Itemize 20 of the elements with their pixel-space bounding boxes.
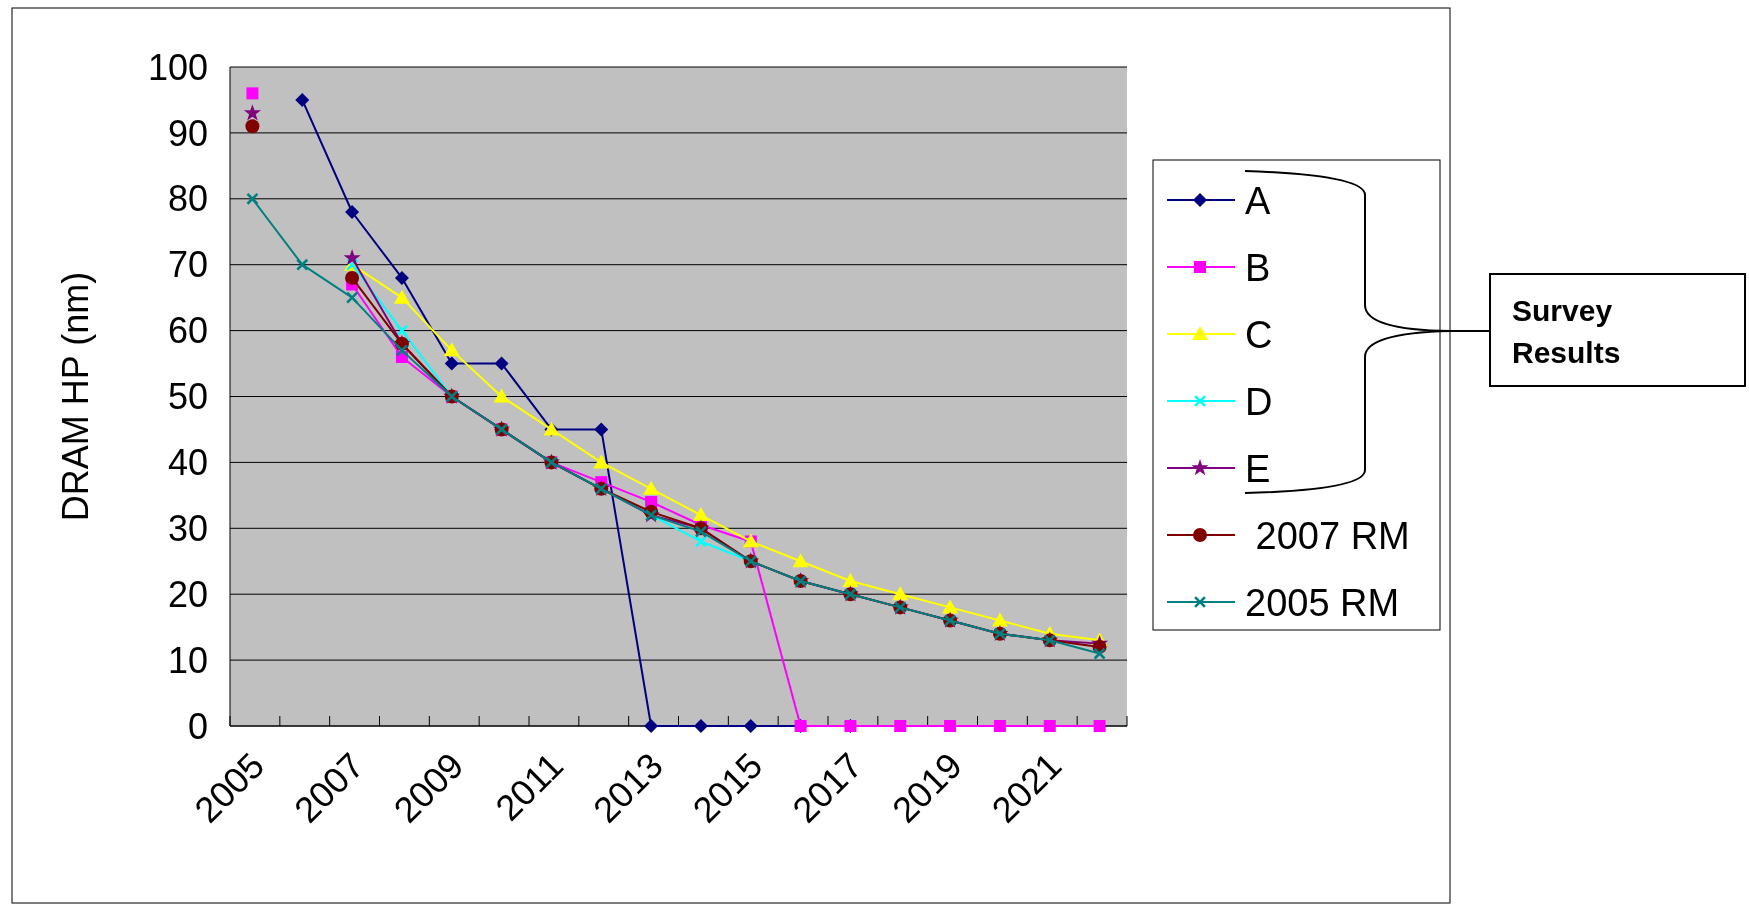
y-tick-label: 0 (187, 705, 208, 747)
y-tick-label: 40 (167, 442, 208, 483)
y-tick-label: 30 (167, 507, 208, 549)
legend-label: A (1245, 180, 1271, 222)
y-tick-label: 10 (167, 639, 208, 681)
legend-label: E (1245, 448, 1271, 490)
y-axis-title: DRAM HP (nm) (55, 271, 96, 522)
legend-label: 2005 RM (1245, 582, 1400, 624)
y-tick-label: 70 (167, 244, 208, 286)
legend-label: B (1245, 247, 1271, 289)
legend-label: C (1245, 314, 1273, 356)
y-tick-label: 80 (167, 178, 208, 220)
text: Survey Results (1512, 294, 1621, 369)
y-tick-label: 60 (167, 310, 208, 352)
y-tick-label: 90 (167, 112, 208, 154)
y-tick-label: 20 (167, 573, 208, 615)
legend-label: 2007 RM (1245, 515, 1410, 557)
legend-label: D (1245, 381, 1273, 423)
y-tick-label: 50 (167, 376, 208, 418)
y-tick-label: 100 (147, 46, 208, 88)
